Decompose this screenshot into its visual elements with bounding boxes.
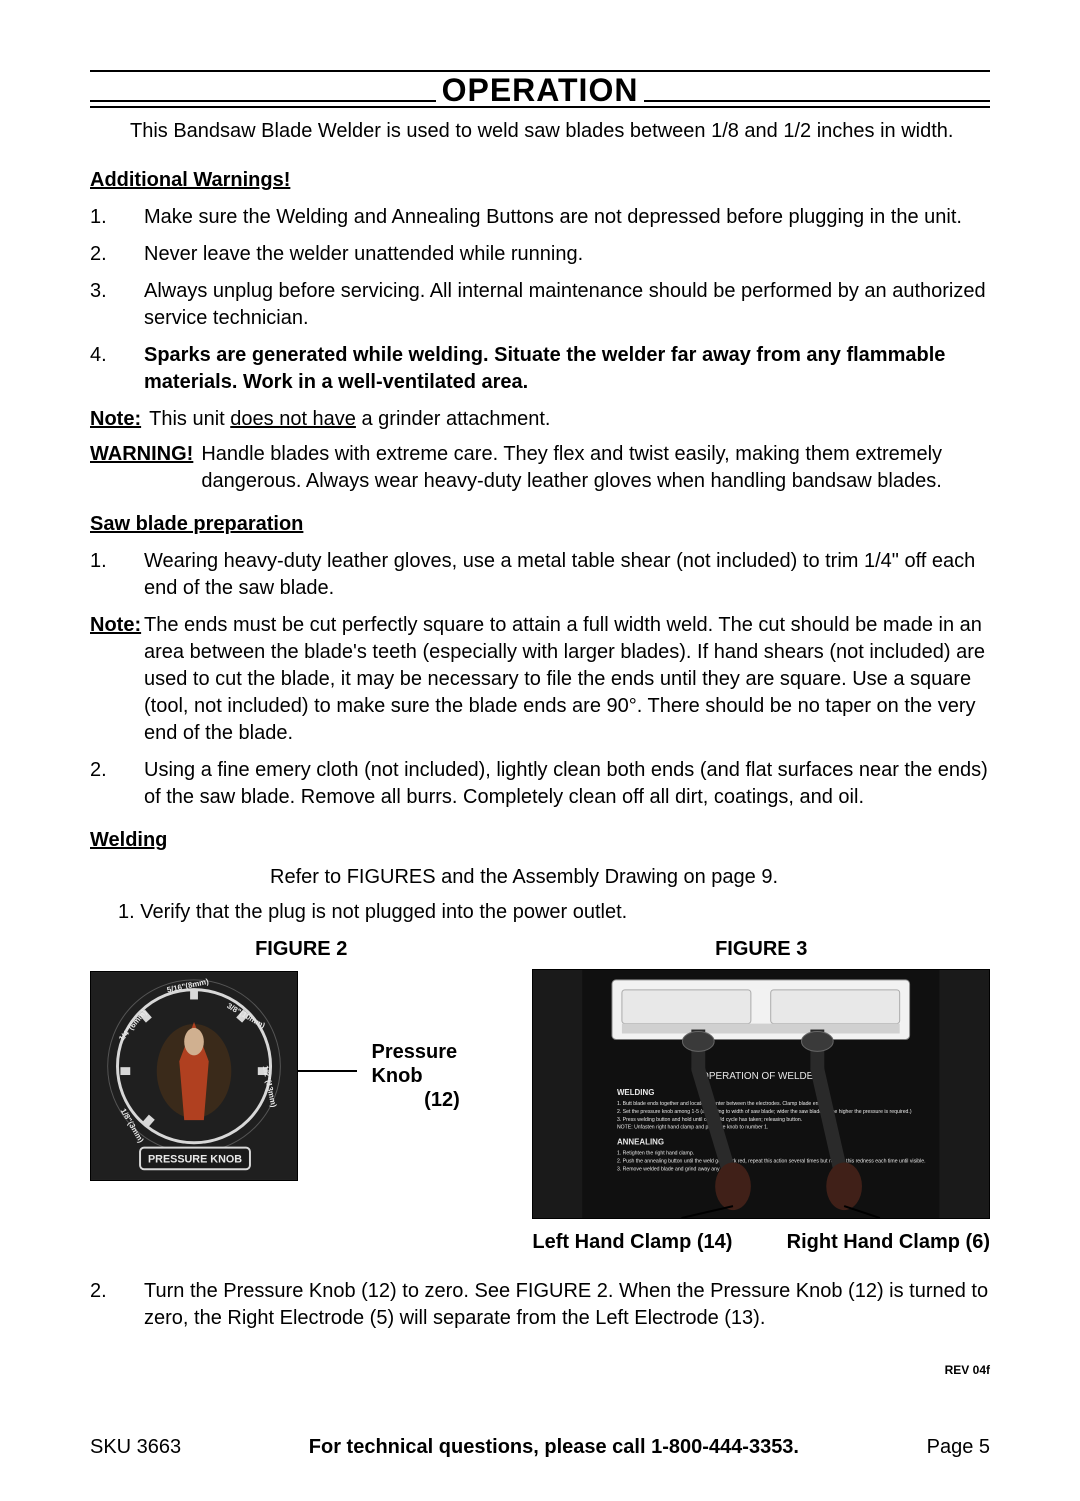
- note-text-pre: This unit: [149, 408, 230, 430]
- prep-item: 2. Using a fine emery cloth (not include…: [90, 757, 990, 811]
- prep-note: Note: The ends must be cut perfectly squ…: [90, 612, 990, 747]
- figure-2: FIGURE 2: [90, 936, 512, 1256]
- clamp-photo: OPERATION OF WELDER WELDING 1. Butt blad…: [532, 969, 990, 1219]
- saw-blade-prep-heading: Saw blade preparation: [90, 511, 990, 538]
- svg-text:3. Remove welded blade and gri: 3. Remove welded blade and grind away an…: [617, 1166, 733, 1172]
- list-number: 2.: [90, 1278, 144, 1332]
- warning-item: 1. Make sure the Welding and Annealing B…: [90, 204, 990, 231]
- list-text: Always unplug before servicing. All inte…: [144, 278, 990, 332]
- figure-2-title: FIGURE 2: [90, 936, 512, 963]
- figure-3: FIGURE 3 OPERATION OF WELDER: [532, 936, 990, 1256]
- page-title: OPERATION: [436, 74, 645, 106]
- list-text: Using a fine emery cloth (not included),…: [144, 757, 990, 811]
- list-number: 1.: [90, 204, 144, 231]
- note-label: Note:: [90, 408, 141, 430]
- svg-text:ANNEALING: ANNEALING: [617, 1138, 664, 1147]
- figure-3-title: FIGURE 3: [532, 936, 990, 963]
- warning-body: Handle blades with extreme care. They fl…: [201, 441, 990, 495]
- clamp-captions: Left Hand Clamp (14) Right Hand Clamp (6…: [532, 1229, 990, 1256]
- pressure-knob-number: (12): [371, 1088, 512, 1112]
- list-text: Make sure the Welding and Annealing Butt…: [144, 204, 990, 231]
- warnings-list: 1. Make sure the Welding and Annealing B…: [90, 204, 990, 396]
- svg-text:2. Set the pressure knob among: 2. Set the pressure knob among 1-5 (acco…: [617, 1109, 912, 1115]
- intro-text: This Bandsaw Blade Welder is used to wel…: [130, 118, 990, 145]
- list-number: 3.: [90, 278, 144, 332]
- svg-text:NOTE: Unfasten right hand clam: NOTE: Unfasten right hand clamp and pres…: [617, 1125, 768, 1131]
- note-grinder: Note: This unit does not have a grinder …: [90, 406, 990, 433]
- list-text: Wearing heavy-duty leather gloves, use a…: [144, 548, 990, 602]
- warning-item: 3. Always unplug before servicing. All i…: [90, 278, 990, 332]
- warning-label: WARNING!: [90, 443, 193, 465]
- welding-step-1: 1. Verify that the plug is not plugged i…: [118, 899, 990, 926]
- right-hand-clamp-caption: Right Hand Clamp (6): [787, 1229, 990, 1256]
- note-label: Note:: [90, 614, 141, 636]
- list-number: 1.: [90, 548, 144, 602]
- page-number: Page 5: [927, 1434, 990, 1461]
- refer-line: Refer to FIGURES and the Assembly Drawin…: [270, 864, 990, 891]
- pressure-knob-label: Pressure Knob: [371, 1041, 457, 1087]
- warning-item: 2. Never leave the welder unattended whi…: [90, 241, 990, 268]
- list-number: 4.: [90, 342, 144, 396]
- note-text-underline: does not have: [230, 408, 356, 430]
- welding-step-2: 2. Turn the Pressure Knob (12) to zero. …: [90, 1278, 990, 1332]
- svg-text:OPERATION OF WELDER: OPERATION OF WELDER: [702, 1071, 821, 1082]
- svg-text:PRESSURE KNOB: PRESSURE KNOB: [148, 1153, 242, 1165]
- note-text-post: a grinder attachment.: [356, 408, 551, 430]
- list-text: Never leave the welder unattended while …: [144, 241, 990, 268]
- svg-text:1. Butt blade ends together an: 1. Butt blade ends together and locate i…: [617, 1101, 825, 1107]
- revision-tag: REV 04f: [90, 1362, 990, 1378]
- svg-text:WELDING: WELDING: [617, 1088, 654, 1097]
- list-text: Sparks are generated while welding. Situ…: [144, 342, 990, 396]
- warning-item: 4. Sparks are generated while welding. S…: [90, 342, 990, 396]
- page-footer: SKU 3663 For technical questions, please…: [90, 1434, 990, 1461]
- svg-text:1. Retighten the right hand cl: 1. Retighten the right hand clamp.: [617, 1151, 694, 1157]
- list-text: Turn the Pressure Knob (12) to zero. See…: [144, 1278, 990, 1332]
- title-row: OPERATION: [90, 74, 990, 108]
- warning-handle-blades: WARNING! Handle blades with extreme care…: [90, 441, 990, 495]
- pressure-knob-callout: Pressure Knob (12): [371, 1040, 512, 1112]
- note-label-cell: Note:: [90, 612, 144, 747]
- note-body: The ends must be cut perfectly square to…: [144, 612, 990, 747]
- figures-row: FIGURE 2: [90, 936, 990, 1256]
- tech-support-line: For technical questions, please call 1-8…: [181, 1434, 926, 1461]
- pressure-knob-photo: 1/8"(3mm) 1/4"(6mm) 5/16"(8mm) 3/8"(10mm…: [90, 971, 298, 1181]
- welding-heading: Welding: [90, 827, 990, 854]
- svg-text:2. Push the annealing button u: 2. Push the annealing button until the w…: [617, 1158, 926, 1164]
- sku-text: SKU 3663: [90, 1434, 181, 1461]
- left-hand-clamp-caption: Left Hand Clamp (14): [532, 1229, 732, 1256]
- list-number: 2.: [90, 757, 144, 811]
- leader-line-icon: [298, 971, 357, 1181]
- additional-warnings-heading: Additional Warnings!: [90, 167, 990, 194]
- list-number: 2.: [90, 241, 144, 268]
- prep-item: 1. Wearing heavy-duty leather gloves, us…: [90, 548, 990, 602]
